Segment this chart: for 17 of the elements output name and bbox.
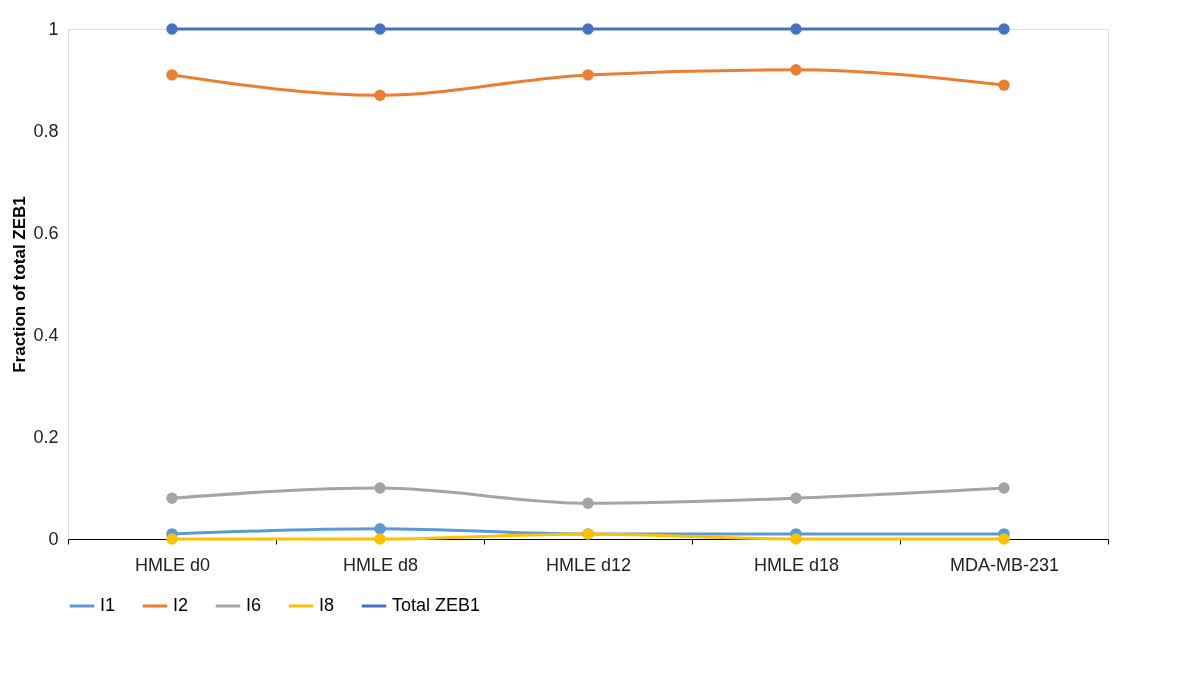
y-tick-label: 0.6 [33,222,59,243]
x-tick-label: HMLE d8 [342,554,419,575]
y-tick-label: 0.4 [33,324,59,345]
y-axis-title: Fraction of total ZEB1 [10,196,30,373]
legend-label: I1 [100,595,116,615]
legend-label: I8 [319,595,335,615]
legend-label: Total ZEB1 [392,595,481,615]
x-tick-label: MDA-MB-231 [949,554,1060,575]
x-tick-label: HMLE d12 [545,554,632,575]
x-tick-label: HMLE d18 [753,554,840,575]
y-tick-label: 0.2 [33,426,59,447]
legend-label: I2 [173,595,189,615]
y-tick-label: 1 [48,18,59,39]
legend-label: I6 [246,595,262,615]
y-tick-label: 0 [48,528,59,549]
y-tick-label: 0.8 [33,120,59,141]
x-tick-label: HMLE d0 [134,554,211,575]
